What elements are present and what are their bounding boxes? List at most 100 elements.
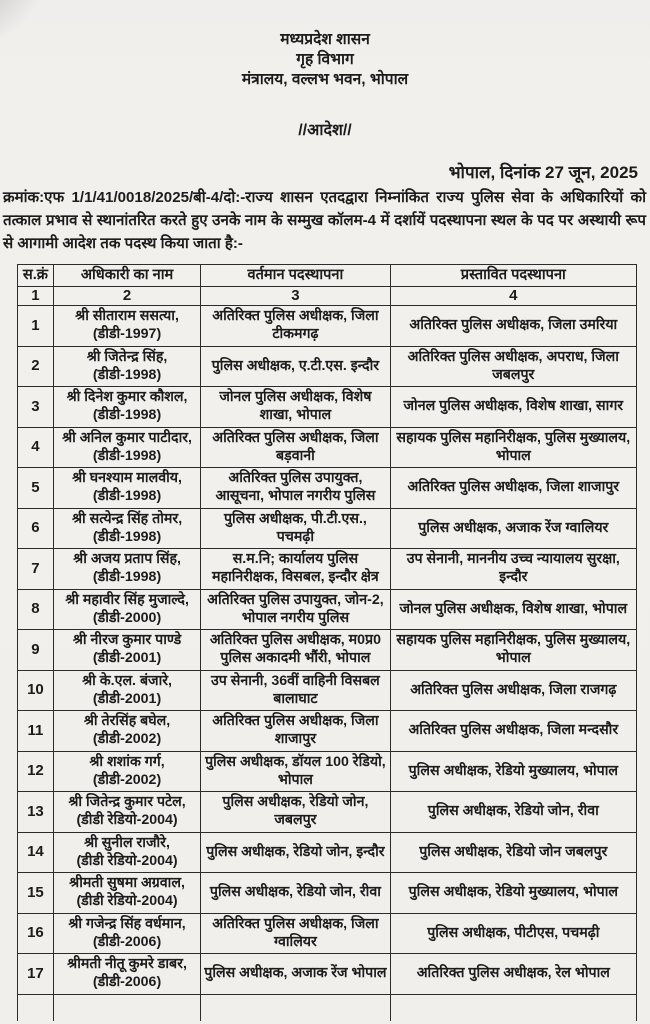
name-cell: श्री गजेन्द्र सिंह वर्धमान, (डीडी-2006) <box>52 912 202 955</box>
serial-cell: 8 <box>17 588 54 631</box>
column-header-proposed: प्रस्तावित पदस्थापना <box>389 264 638 287</box>
proposed-posting-cell: सहायक पुलिस महानिरीक्षक, पुलिस मुख्यालय,… <box>389 426 638 469</box>
current-posting-cell: अतिरिक्त पुलिस अधीक्षक, म0प्र0 पुलिस अका… <box>200 629 391 671</box>
place-date-line: भोपाल, दिनांक 27 जून, 2025 <box>448 163 638 183</box>
proposed-posting-cell: उप सेनानी, माननीय उच्च न्यायालय सुरक्षा,… <box>389 548 638 590</box>
table-row: 10 श्री के.एल. बंजारे, (डीडी-2001) उप सेनान… <box>17 669 638 712</box>
serial-cell: 5 <box>17 467 54 509</box>
name-cell: श्री अजय प्रताप सिंह, (डीडी-1998) <box>52 548 202 590</box>
transfer-table: स.क्रं अधिकारी का नाम वर्तमान पदस्थापना … <box>17 264 638 1021</box>
proposed-posting-cell: अतिरिक्त पुलिस अधीक्षक, जिला राजगढ़ <box>389 669 638 712</box>
table-row: 3 श्री दिनेश कुमार कौशल, (डीडी-1998) जोनल प… <box>17 386 638 428</box>
serial-cell: 7 <box>17 548 54 590</box>
current-posting-cell: जोनल पुलिस अधीक्षक, विशेष शाखा, भोपाल <box>200 386 391 428</box>
proposed-posting-cell: पुलिस अधीक्षक, अजाक रेंज ग्वालियर <box>389 507 638 550</box>
name-cell: श्री जितेन्द्र कुमार पटेल, (डीडी रेडियो-2… <box>52 791 202 833</box>
proposed-posting-cell: अतिरिक्त पुलिस अधीक्षक, जिला मन्दसौर <box>389 710 638 752</box>
serial-cell: 10 <box>17 669 54 712</box>
table-row: 11 श्री तेरसिंह बघेल, (डीडी-2002) अतिरिक्त … <box>17 710 638 752</box>
empty-cell <box>52 993 202 1021</box>
empty-cell <box>389 993 638 1021</box>
serial-cell: 9 <box>17 629 54 671</box>
current-posting-cell: अतिरिक्त पुलिस अधीक्षक, जिला बड़वानी <box>200 426 391 469</box>
table-row: 2 श्री जितेन्द्र सिंह, (डीडी-1998) पुलिस अध… <box>17 345 638 388</box>
proposed-posting-cell: अतिरिक्त पुलिस अधीक्षक, जिला उमरिया <box>389 305 638 347</box>
serial-cell: 11 <box>17 710 54 752</box>
serial-cell: 17 <box>17 953 54 995</box>
column-header-current: वर्तमान पदस्थापना <box>200 264 391 287</box>
serial-cell: 4 <box>17 426 54 469</box>
column-number: 2 <box>52 285 202 307</box>
name-cell: श्री अनिल कुमार पाटीदार, (डीडी-1998) <box>52 426 202 469</box>
proposed-posting-cell: सहायक पुलिस महानिरीक्षक, पुलिस मुख्यालय,… <box>389 629 638 671</box>
proposed-posting-cell: अतिरिक्त पुलिस अधीक्षक, अपराध, जिला जबलप… <box>389 345 638 388</box>
column-number: 1 <box>17 285 54 307</box>
name-cell: श्री सत्येन्द्र सिंह तोमर, (डीडी-1998) <box>52 507 202 550</box>
proposed-posting-cell: अतिरिक्त पुलिस अधीक्षक, जिला शाजापुर <box>389 467 638 509</box>
current-posting-cell: अतिरिक्त पुलिस उपायुक्त, आसूचना, भोपाल न… <box>200 467 391 509</box>
current-posting-cell: पुलिस अधीक्षक, अजाक रेंज भोपाल <box>200 953 391 995</box>
department-line: गृह विभाग <box>296 51 354 69</box>
name-cell: श्रीमती नीतू कुमरे डाबर, (डीडी-2006) <box>52 953 202 995</box>
current-posting-cell: उप सेनानी, 36वीं वाहिनी विसबल बालाघाट <box>200 669 391 712</box>
intro-paragraph: क्रमांक:एफ 1/1/41/0018/2025/बी-4/दो:-राज… <box>3 189 646 252</box>
current-posting-cell: पुलिस अधीक्षक, डॉयल 100 रेडियो, भोपाल <box>200 750 391 793</box>
serial-cell: 14 <box>17 831 54 874</box>
current-posting-cell: पुलिस अधीक्षक, रेडियो जोन, रीवा <box>200 872 391 914</box>
name-cell: श्री तेरसिंह बघेल, (डीडी-2002) <box>52 710 202 752</box>
proposed-posting-cell: अतिरिक्त पुलिस अधीक्षक, रेल भोपाल <box>389 953 638 995</box>
officer-table-body: 1 श्री सीताराम ससत्या, (डीडी-1997) अतिरिक्त… <box>17 305 638 1021</box>
table-row: 6 श्री सत्येन्द्र सिंह तोमर, (डीडी-1998) पु… <box>17 507 638 550</box>
table-row: 12 श्री शशांक गर्ग, (डीडी-2002) पुलिस अधीक्… <box>17 750 638 793</box>
current-posting-cell: पुलिस अधीक्षक, रेडियो जोन, जबलपुर <box>200 791 391 833</box>
column-header-sno: स.क्रं <box>17 264 54 287</box>
name-cell: श्रीमती सुषमा अग्रवाल, (डीडी रेडियो-2004) <box>52 872 202 914</box>
table-row: 17 श्रीमती नीतू कुमरे डाबर, (डीडी-2006) पुल… <box>17 953 638 995</box>
name-cell: श्री के.एल. बंजारे, (डीडी-2001) <box>52 669 202 712</box>
name-cell: श्री दिनेश कुमार कौशल, (डीडी-1998) <box>52 386 202 428</box>
empty-cell <box>17 993 54 1021</box>
govt-name-line: मध्यप्रदेश शासन <box>280 31 370 48</box>
current-posting-cell: पुलिस अधीक्षक, पी.टी.एस., पचमढ़ी <box>200 507 391 550</box>
empty-cell <box>200 993 391 1021</box>
serial-cell: 6 <box>17 507 54 550</box>
current-posting-cell: पुलिस अधीक्षक, रेडियो जोन, इन्दौर <box>200 831 391 874</box>
table-row: 15 श्रीमती सुषमा अग्रवाल, (डीडी रेडियो-200… <box>17 872 638 914</box>
name-cell: श्री महावीर सिंह मुजाल्दे, (डीडी-2000) <box>52 588 202 631</box>
ministry-address-line: मंत्रालय, वल्लभ भवन, भोपाल <box>241 71 409 89</box>
table-row: 8 श्री महावीर सिंह मुजाल्दे, (डीडी-2000) अत… <box>17 588 638 631</box>
current-posting-cell: अतिरिक्त पुलिस अधीक्षक, जिला शाजापुर <box>200 710 391 752</box>
current-posting-cell: अतिरिक्त पुलिस अधीक्षक, जिला ग्वालियर <box>200 912 391 955</box>
table-row: 14 श्री सुनील राजौरे, (डीडी रेडियो-2004) पु… <box>17 831 638 874</box>
column-number-row: 1 2 3 4 <box>17 285 638 307</box>
name-cell: श्री जितेन्द्र सिंह, (डीडी-1998) <box>52 345 202 388</box>
proposed-posting-cell: पुलिस अधीक्षक, रेडियो जोन, रीवा <box>389 791 638 833</box>
serial-cell: 1 <box>17 305 54 347</box>
proposed-posting-cell: जोनल पुलिस अधीक्षक, विशेष शाखा, सागर <box>389 386 638 428</box>
table-row: 4 श्री अनिल कुमार पाटीदार, (डीडी-1998) अतिर… <box>17 426 638 469</box>
table-row: 7 श्री अजय प्रताप सिंह, (डीडी-1998) स.म.नि;… <box>17 548 638 590</box>
serial-cell: 16 <box>17 912 54 955</box>
name-cell: श्री शशांक गर्ग, (डीडी-2002) <box>52 750 202 793</box>
current-posting-cell: पुलिस अधीक्षक, ए.टी.एस. इन्दौर <box>200 345 391 388</box>
serial-cell: 13 <box>17 791 54 833</box>
serial-cell: 3 <box>17 386 54 428</box>
order-title: //आदेश// <box>298 122 352 140</box>
column-number: 4 <box>389 285 638 307</box>
proposed-posting-cell: पुलिस अधीक्षक, पीटीएस, पचमढ़ी <box>389 912 638 955</box>
current-posting-cell: अतिरिक्त पुलिस अधीक्षक, जिला टीकमगढ़ <box>200 305 391 347</box>
table-row: 9 श्री नीरज कुमार पाण्डे (डीडी-2001) अतिरिक… <box>17 629 638 671</box>
table-row: 5 श्री घनश्याम मालवीय, (डीडी-1998) अतिरिक्त… <box>17 467 638 509</box>
name-cell: श्री नीरज कुमार पाण्डे (डीडी-2001) <box>52 629 202 671</box>
table-row: 16 श्री गजेन्द्र सिंह वर्धमान, (डीडी-2006)… <box>17 912 638 955</box>
serial-cell: 2 <box>17 345 54 388</box>
table-row: 13 श्री जितेन्द्र कुमार पटेल, (डीडी रेडियो… <box>17 791 638 833</box>
serial-cell: 12 <box>17 750 54 793</box>
proposed-posting-cell: पुलिस अधीक्षक, रेडियो जोन जबलपुर <box>389 831 638 874</box>
column-header-name: अधिकारी का नाम <box>52 264 202 287</box>
name-cell: श्री घनश्याम मालवीय, (डीडी-1998) <box>52 467 202 509</box>
table-row: 1 श्री सीताराम ससत्या, (डीडी-1997) अतिरिक्त… <box>17 305 638 347</box>
proposed-posting-cell: पुलिस अधीक्षक, रेडियो मुख्यालय, भोपाल <box>389 750 638 793</box>
current-posting-cell: अतिरिक्त पुलिस उपायुक्त, जोन-2, भोपाल नग… <box>200 588 391 631</box>
